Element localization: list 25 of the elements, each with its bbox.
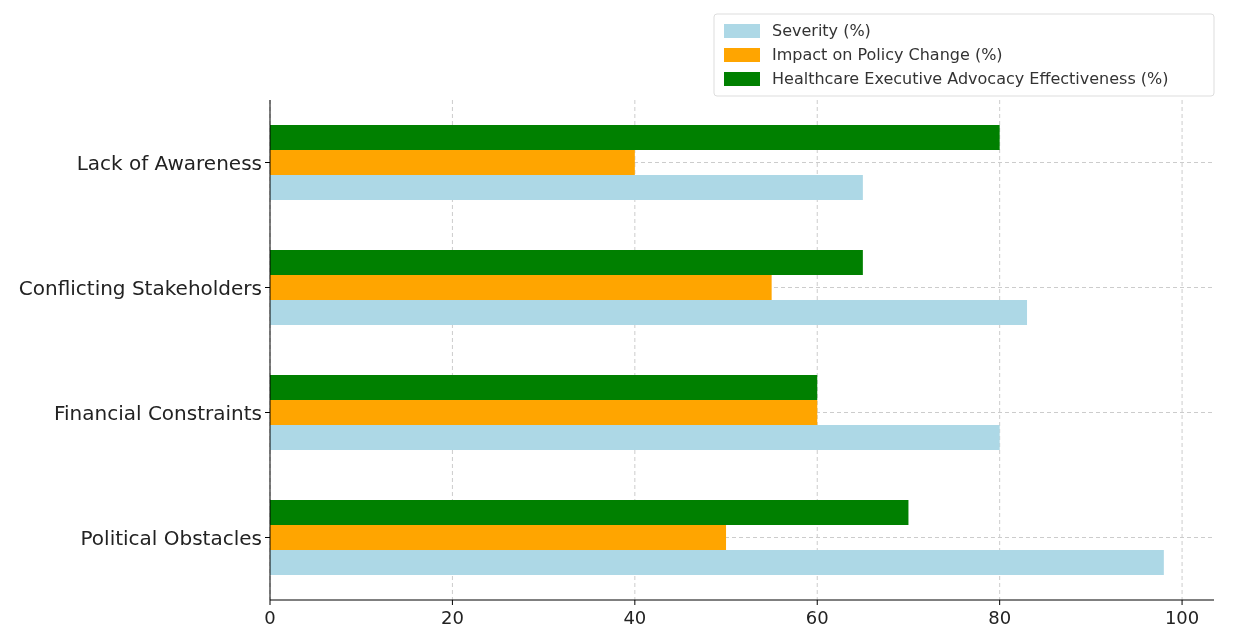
y-tick-label: Financial Constraints (53, 400, 262, 425)
x-tick-label: 40 (623, 607, 647, 628)
bar (270, 375, 818, 400)
legend-label: Severity (%) (772, 21, 871, 40)
y-tick-label: Conflicting Stakeholders (18, 275, 262, 300)
legend-label: Impact on Policy Change (%) (772, 45, 1003, 64)
bar (270, 425, 1000, 450)
x-tick-label: 60 (805, 607, 829, 628)
y-tick-label: Lack of Awareness (76, 150, 262, 175)
bar (270, 300, 1028, 325)
bar (270, 525, 727, 550)
x-tick-label: 100 (1164, 607, 1200, 628)
x-tick-label: 0 (264, 607, 276, 628)
bar (270, 500, 909, 525)
y-tick-label: Political Obstacles (80, 525, 262, 550)
legend-label: Healthcare Executive Advocacy Effectiveness (%) (772, 69, 1169, 88)
bar (270, 550, 1164, 575)
bar (270, 275, 772, 300)
bar (270, 400, 818, 425)
bar (270, 250, 863, 275)
bar (270, 150, 635, 175)
x-tick-label: 20 (440, 607, 464, 628)
x-tick-label: 80 (988, 607, 1012, 628)
bar (270, 125, 1000, 150)
bar (270, 175, 863, 200)
